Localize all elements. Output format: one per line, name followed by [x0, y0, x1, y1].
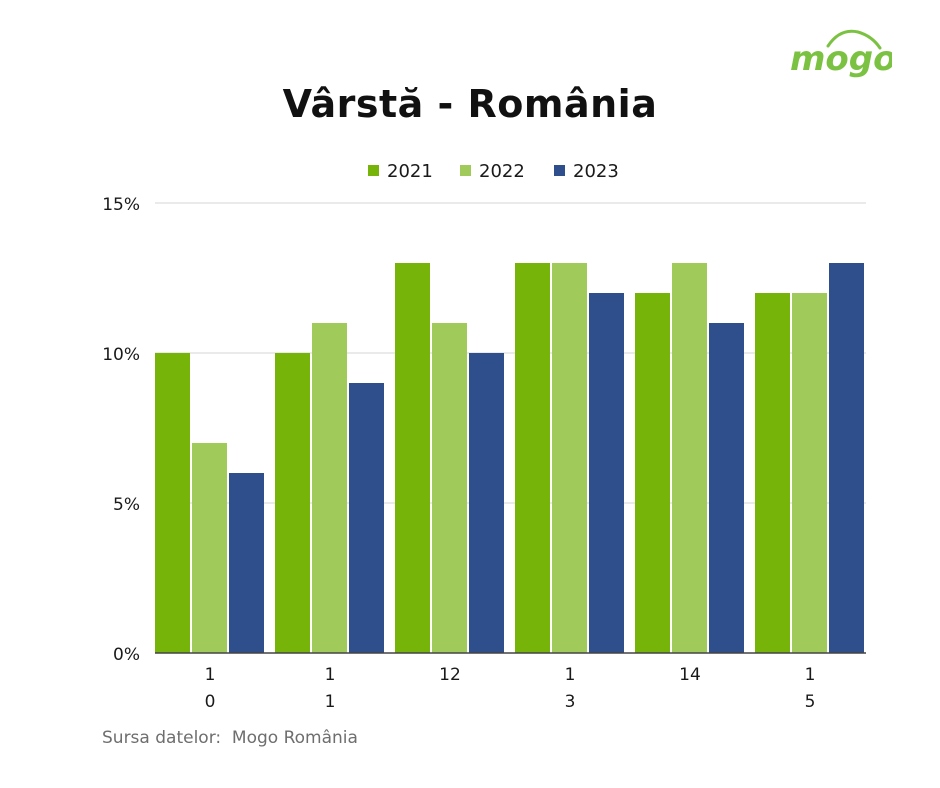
bar-2022-4	[672, 263, 707, 653]
x-tick-label: 1	[805, 665, 816, 685]
bar-2021-5	[755, 293, 790, 653]
y-tick-label: 0%	[113, 645, 140, 665]
y-tick-label: 5%	[113, 495, 140, 515]
legend-swatch-2021	[368, 165, 379, 176]
bar-2023-3	[589, 293, 624, 653]
x-tick-label: 1	[325, 665, 336, 685]
legend-label-2023: 2023	[573, 161, 619, 182]
bar-2023-4	[709, 323, 744, 653]
bar-2022-0	[192, 443, 227, 653]
legend: 2021 2022 2023	[368, 161, 619, 182]
x-tick-label: 5	[805, 692, 816, 712]
mogo-logo: mogo	[790, 29, 892, 78]
legend-swatch-2022	[460, 165, 471, 176]
bar-2022-1	[312, 323, 347, 653]
y-tick-label: 10%	[102, 345, 140, 365]
bar-2023-5	[829, 263, 864, 653]
bar-2022-2	[432, 323, 467, 653]
legend-label-2021: 2021	[387, 161, 433, 182]
bar-2022-5	[792, 293, 827, 653]
x-tick-label: 3	[565, 692, 576, 712]
bar-2021-2	[395, 263, 430, 653]
chart-title: Vârstă - România	[282, 82, 658, 126]
x-tick-label: 1	[205, 665, 216, 685]
bar-2021-3	[515, 263, 550, 653]
y-tick-label: 15%	[102, 195, 140, 215]
x-tick-label: 14	[679, 665, 701, 685]
legend-label-2022: 2022	[479, 161, 525, 182]
y-axis: 0% 5% 10% 15%	[102, 195, 140, 665]
bar-2022-3	[552, 263, 587, 653]
bar-2021-4	[635, 293, 670, 653]
source-note: Sursa datelor: Mogo România	[102, 728, 358, 748]
logo-car-roof	[826, 29, 882, 50]
bar-2023-1	[349, 383, 384, 653]
bars	[155, 263, 866, 654]
bar-2023-0	[229, 473, 264, 653]
gridlines	[155, 202, 866, 504]
x-tick-label: 1	[325, 692, 336, 712]
logo-text: mogo	[790, 39, 892, 78]
bar-2021-0	[155, 353, 190, 653]
x-tick-label: 12	[439, 665, 461, 685]
bar-2021-1	[275, 353, 310, 653]
x-tick-label: 1	[565, 665, 576, 685]
bar-2023-2	[469, 353, 504, 653]
legend-swatch-2023	[554, 165, 565, 176]
x-tick-label: 0	[205, 692, 216, 712]
